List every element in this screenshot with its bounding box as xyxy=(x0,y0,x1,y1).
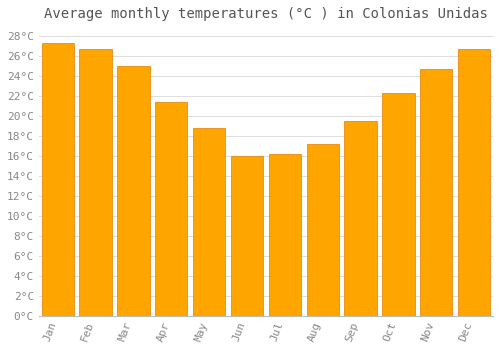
Bar xyxy=(193,128,225,316)
Bar xyxy=(306,144,339,316)
Bar xyxy=(420,69,452,316)
Bar xyxy=(42,43,74,316)
Bar xyxy=(80,49,112,316)
Bar xyxy=(118,66,150,316)
Bar xyxy=(155,102,188,316)
Bar xyxy=(231,156,263,316)
Bar xyxy=(269,154,301,316)
Bar xyxy=(382,93,414,316)
Bar xyxy=(458,49,490,316)
Bar xyxy=(344,121,376,316)
Title: Average monthly temperatures (°C ) in Colonias Unidas: Average monthly temperatures (°C ) in Co… xyxy=(44,7,488,21)
